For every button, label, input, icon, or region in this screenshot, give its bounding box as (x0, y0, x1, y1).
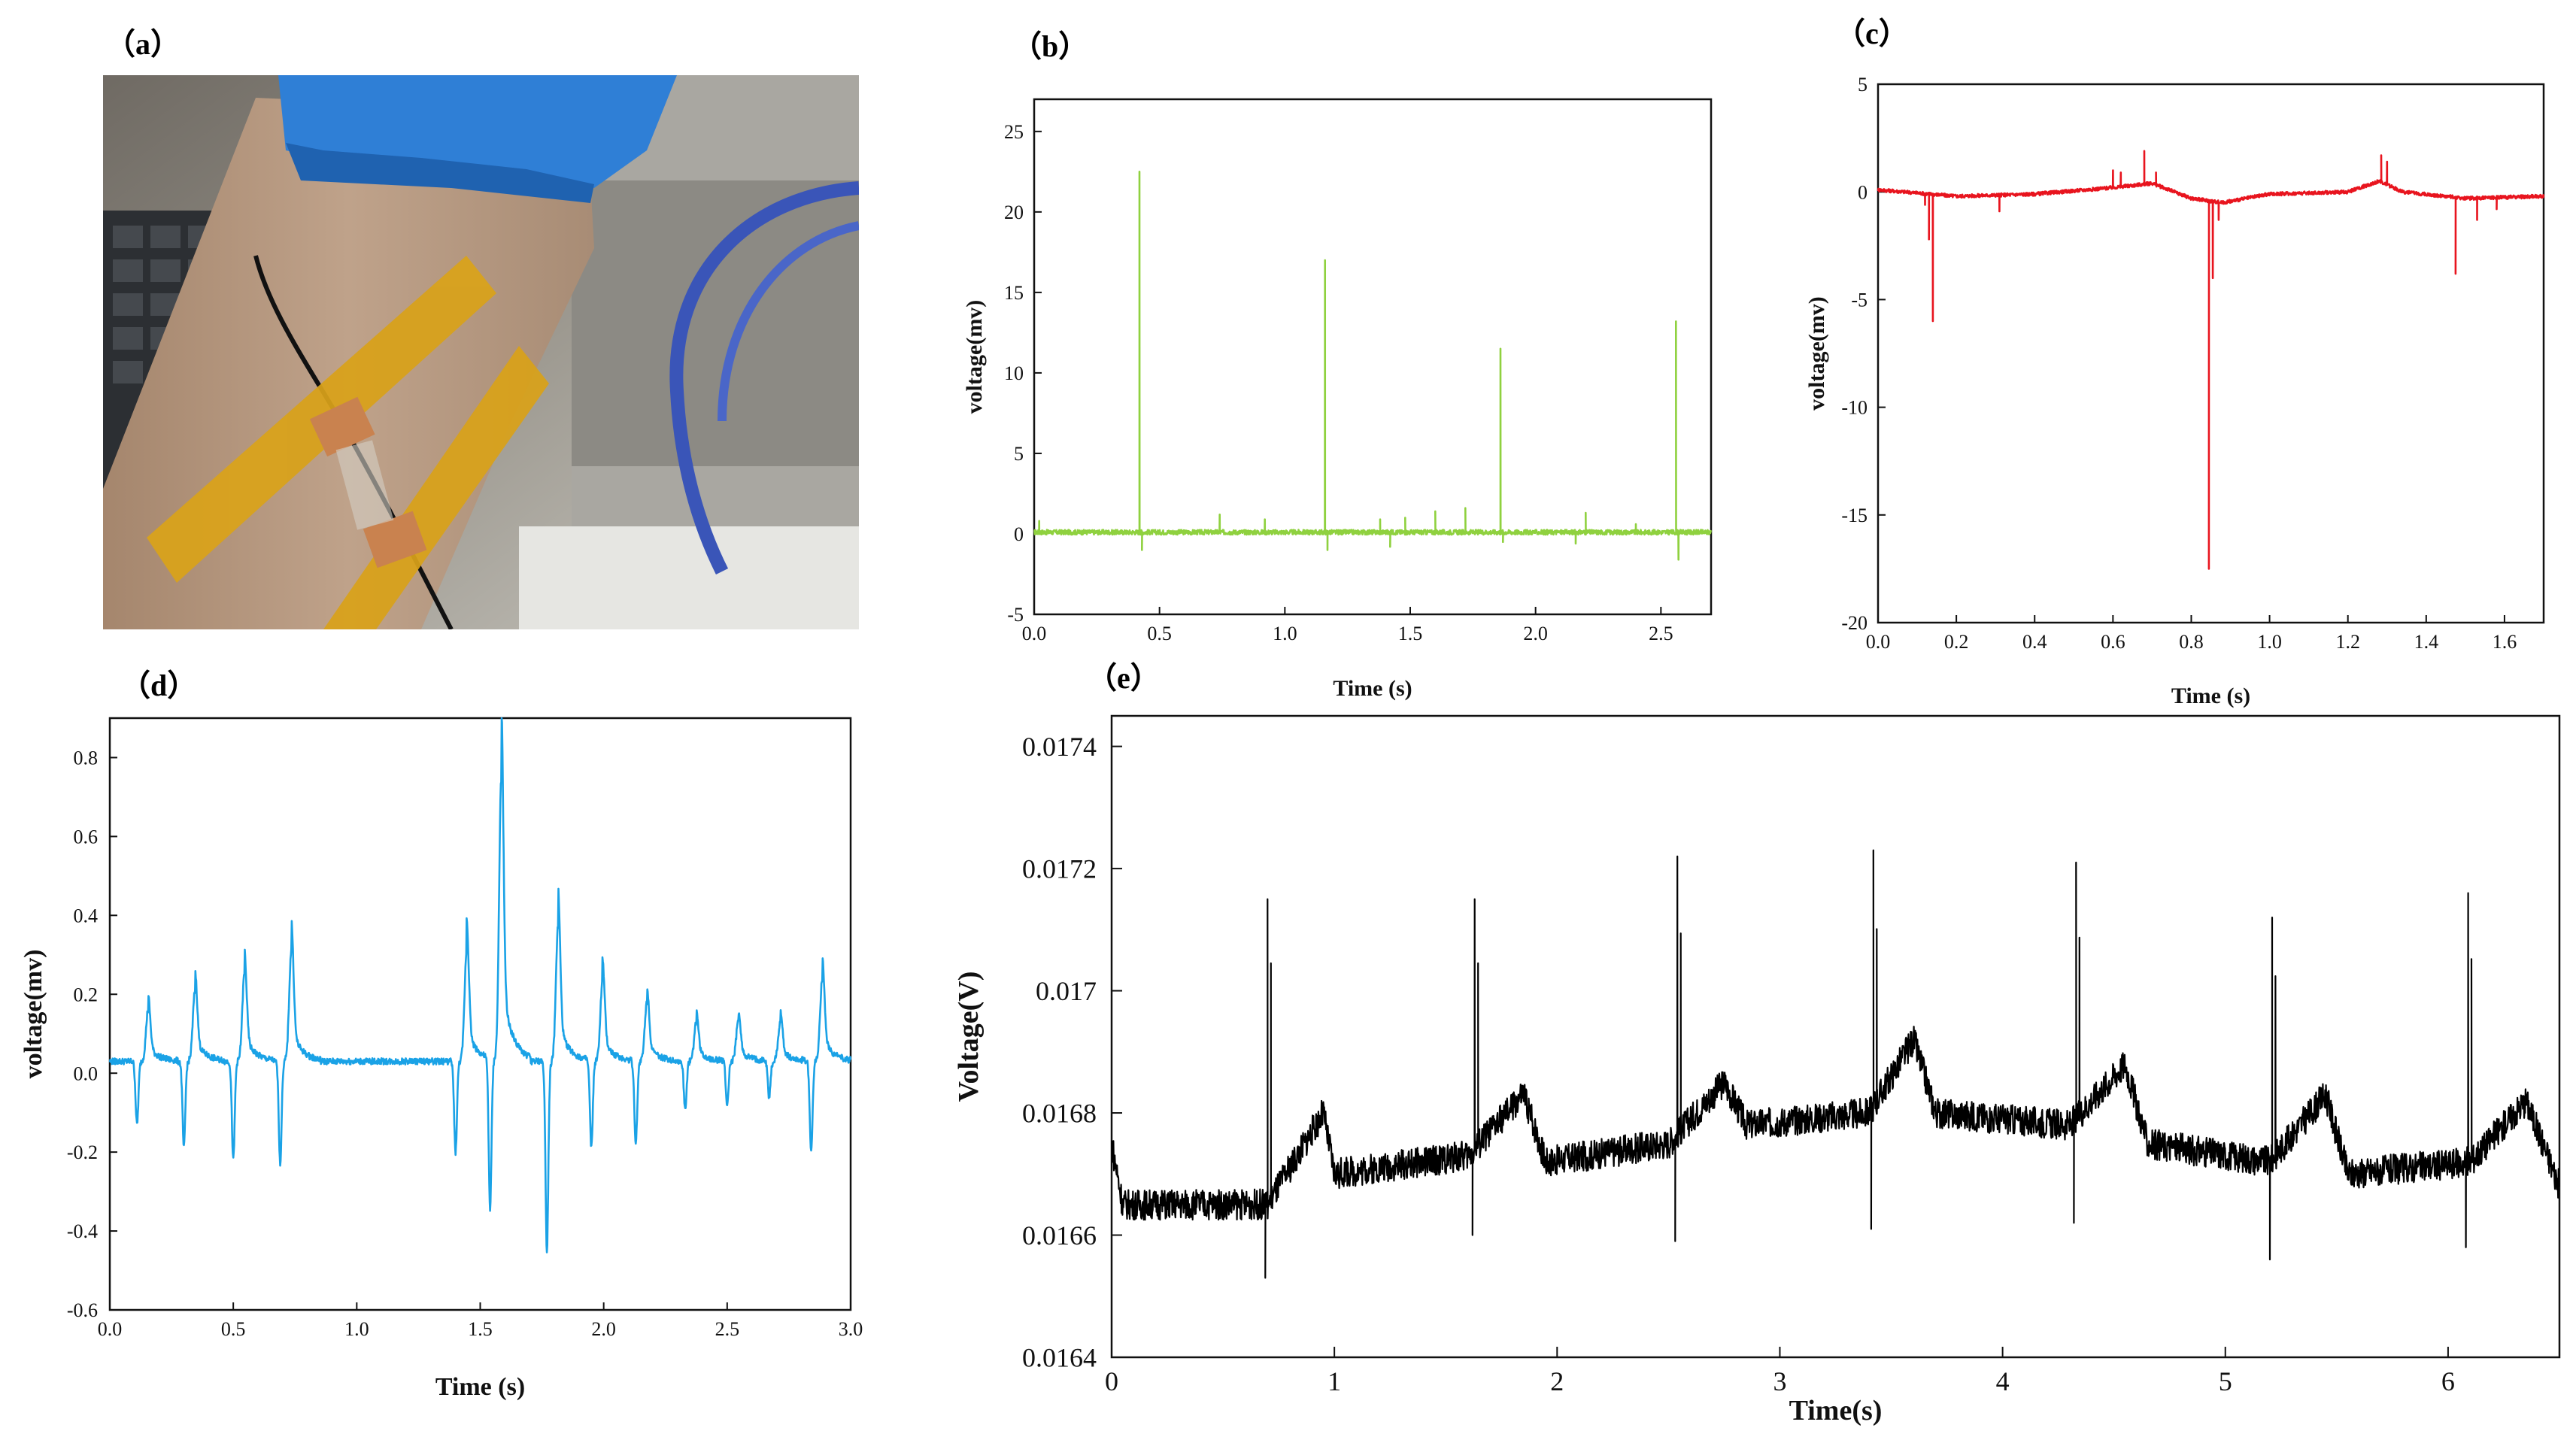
y-tick-label: -10 (1841, 397, 1868, 419)
x-tick-label: 2.0 (1523, 623, 1548, 644)
x-tick-label: 0 (1105, 1366, 1118, 1396)
x-axis-title: Time(s) (1789, 1395, 1883, 1426)
y-tick-label: -0.2 (67, 1141, 98, 1163)
x-tick-label: 1.0 (2257, 631, 2282, 653)
chart-c: 0.0 0.2 0.4 0.6 0.8 1.0 1.2 1.4 1.6 -20 -15 -10 -5 0 5… (1804, 74, 2545, 708)
panel-label-e: （e） (1087, 661, 1161, 695)
x-axis-title: Time (s) (2171, 684, 2250, 708)
y-axis-title: voltage(mv) (1804, 296, 1829, 411)
x-tick-label: 1.0 (1273, 623, 1297, 644)
y-tick-label: 0.0168 (1022, 1099, 1097, 1129)
x-tick-label: 2.5 (1649, 623, 1673, 644)
y-tick-label: 15 (1004, 282, 1024, 304)
x-tick-label: 0.2 (1944, 631, 1969, 653)
x-tick-label: 3.0 (839, 1318, 863, 1340)
plot-frame-e (1110, 714, 2561, 1359)
x-tick-label: 0.5 (221, 1318, 246, 1340)
x-tick-label: 1.0 (344, 1318, 369, 1340)
x-tick-label: 1 (1327, 1366, 1341, 1396)
x-axis-title: Time (s) (1333, 676, 1412, 701)
y-tick-label: 5 (1014, 443, 1024, 465)
x-tick-label: 3 (1773, 1366, 1786, 1396)
y-tick-label: -5 (1007, 604, 1024, 626)
series-line-c (1877, 150, 2545, 570)
x-tick-label: 1.4 (2414, 631, 2439, 653)
panel-label-a: （a） (105, 27, 181, 61)
y-tick-label: 0.017 (1036, 976, 1097, 1006)
x-tick-label: 4 (1996, 1366, 2010, 1396)
panel-label-d: （d） (120, 668, 197, 702)
x-tick-label: 0.0 (98, 1318, 123, 1340)
panel-label-c: （c） (1835, 17, 1909, 50)
y-tick-label: 0.0 (74, 1063, 99, 1084)
y-tick-label: 0.8 (74, 747, 99, 769)
y-tick-label: 0.0166 (1022, 1220, 1097, 1250)
y-axis-title: voltage(mv) (20, 950, 47, 1079)
forearm-electrode-photo (103, 75, 859, 629)
y-tick-label: -0.4 (67, 1220, 98, 1242)
chart-b: 0.0 0.5 1.0 1.5 2.0 2.5 -5 0 5 10 15 20 25 Time (s) vo… (962, 98, 1713, 701)
y-axis-title: voltage(mv) (962, 300, 987, 414)
x-tick-label: 0.0 (1022, 623, 1047, 644)
x-axis-title: Time (s) (435, 1373, 525, 1401)
y-tick-label: 0.4 (74, 905, 99, 926)
x-tick-label: 1.2 (2335, 631, 2360, 653)
panel-label-b: （b） (1012, 29, 1088, 63)
y-tick-label: 5 (1858, 74, 1868, 95)
x-tick-label: 5 (2219, 1366, 2232, 1396)
plot-frame-c (1877, 83, 2545, 624)
x-tick-label: 0.4 (2022, 631, 2047, 653)
x-tick-label: 1.5 (468, 1318, 493, 1340)
plot-frame-b (1033, 98, 1713, 616)
y-tick-label: 0.0172 (1022, 854, 1097, 884)
y-tick-label: -0.6 (67, 1299, 98, 1321)
y-tick-label: 0.2 (74, 984, 99, 1005)
y-tick-label: 25 (1004, 121, 1024, 143)
series-line-b (1033, 171, 1713, 561)
y-tick-label: 0.6 (74, 826, 99, 848)
x-tick-label: 1.5 (1398, 623, 1423, 644)
series-line-d (108, 717, 852, 1254)
y-tick-label: 20 (1004, 202, 1024, 223)
y-tick-label: 0 (1014, 523, 1024, 545)
x-tick-label: 6 (2441, 1366, 2455, 1396)
chart-d: 0.0 0.5 1.0 1.5 2.0 2.5 3.0 -0.6 -0.4 -0.2 0.0 0.2 0… (20, 717, 863, 1401)
y-tick-label: -20 (1841, 612, 1868, 634)
x-tick-label: 2.0 (591, 1318, 616, 1340)
y-tick-label: 0.0164 (1022, 1343, 1097, 1373)
y-tick-label: 10 (1004, 362, 1024, 384)
x-tick-label: 2.5 (715, 1318, 740, 1340)
y-tick-label: -15 (1841, 505, 1868, 526)
x-tick-label: 0.0 (1866, 631, 1891, 653)
y-tick-label: 0.0174 (1022, 732, 1097, 762)
y-tick-label: -5 (1851, 290, 1868, 311)
series-line-e (1111, 849, 2560, 1279)
y-axis-title: Voltage(V) (953, 972, 985, 1102)
x-tick-label: 1.6 (2493, 631, 2517, 653)
y-tick-label: 0 (1858, 181, 1868, 203)
x-tick-label: 0.8 (2179, 631, 2204, 653)
chart-e: 0 1 2 3 4 5 6 0.0164 0.0166 0.0168 0.017 0.0172 0.01… (953, 714, 2561, 1426)
x-tick-label: 0.6 (2101, 631, 2125, 653)
x-tick-label: 2 (1550, 1366, 1564, 1396)
x-tick-label: 0.5 (1147, 623, 1172, 644)
